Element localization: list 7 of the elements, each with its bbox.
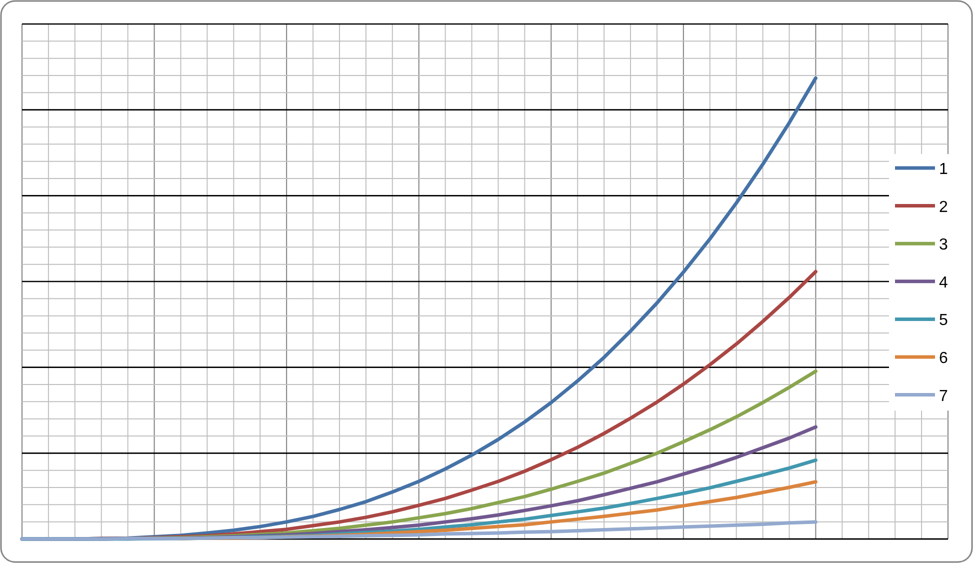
legend-label: 4: [939, 274, 948, 292]
legend-label: 7: [939, 388, 948, 405]
legend-label: 5: [939, 312, 948, 330]
legend-label: 3: [939, 236, 948, 254]
legend-label: 6: [939, 350, 948, 367]
legend-label: 1: [939, 161, 948, 178]
legend-label: 2: [939, 198, 948, 216]
